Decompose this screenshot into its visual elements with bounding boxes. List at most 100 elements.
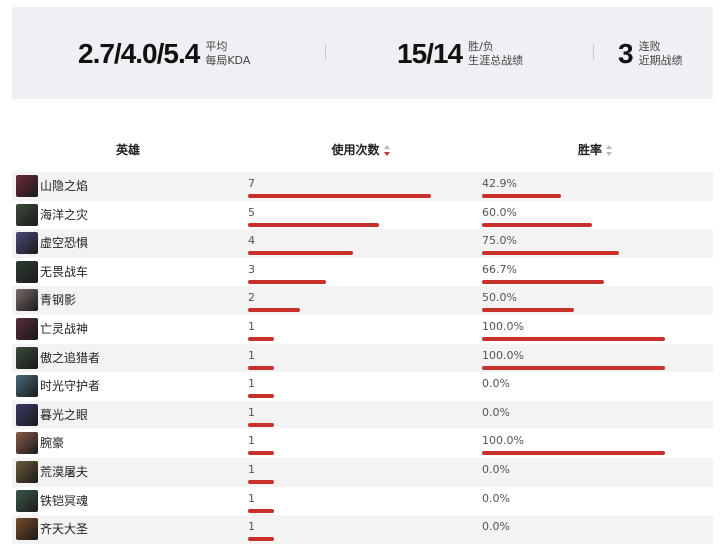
streak-label: 连败 近期战绩 — [639, 40, 683, 68]
hero-avatar-icon — [16, 203, 38, 226]
header-uses[interactable]: 使用次数 — [244, 132, 478, 168]
hero-avatar-icon — [16, 317, 38, 340]
hero-avatar-icon — [16, 260, 38, 283]
streak-label-line2: 近期战绩 — [638, 54, 683, 67]
win-rate-value: 0.0% — [482, 405, 510, 419]
uses-value: 1 — [248, 377, 255, 391]
hero-avatar-icon — [16, 460, 38, 483]
uses-value: 1 — [248, 434, 255, 448]
win-rate-bar — [482, 451, 665, 456]
win-rate-bar — [482, 279, 604, 284]
uses-bar — [248, 508, 274, 513]
win-rate-value: 50.0% — [482, 291, 517, 305]
win-rate-bar — [482, 222, 592, 227]
uses-value: 1 — [248, 491, 255, 505]
win-rate-value: 100.0% — [482, 434, 524, 448]
win-rate-value: 0.0% — [482, 491, 510, 505]
uses-value: 3 — [248, 262, 255, 276]
hero-name: 虚空恐惧 — [40, 236, 89, 251]
win-rate-value: 0.0% — [482, 462, 510, 476]
stats-summary: 2.7/4.0/5.4 平均 每局KDA 15/14 胜/负 生涯总战绩 3 连… — [12, 7, 713, 99]
sort-icon[interactable] — [383, 145, 391, 156]
win-rate-value: 66.7% — [482, 262, 517, 276]
sort-icon[interactable] — [606, 145, 613, 156]
hero-table: 山隐之焰 7 42.9% 海洋之灾 5 60.0% 虚空恐惧 4 75.0% 无畏战车 3 66.7%… — [12, 172, 713, 544]
table-row[interactable]: 傲之追猎者 1 100.0% — [12, 343, 713, 373]
divider — [325, 44, 326, 60]
header-hero: 英雄 — [115, 143, 140, 157]
uses-bar — [248, 308, 300, 313]
uses-bar — [248, 394, 274, 399]
hero-name: 腕豪 — [40, 436, 65, 451]
uses-bar — [248, 365, 274, 370]
table-row[interactable]: 青钢影 2 50.0% — [12, 286, 713, 315]
header-win-rate-label: 胜率 — [577, 143, 602, 157]
win-loss-value: 15/14 — [397, 38, 463, 69]
hero-avatar-icon — [16, 232, 38, 255]
uses-bar — [248, 222, 379, 227]
uses-bar — [248, 251, 353, 256]
uses-value: 1 — [248, 405, 255, 419]
hero-name: 海洋之灾 — [40, 207, 89, 222]
hero-name: 无畏战车 — [40, 264, 89, 279]
win-rate-bar — [482, 365, 665, 370]
uses-value: 7 — [248, 177, 255, 190]
win-rate-value: 100.0% — [482, 319, 524, 333]
kda-label-line1: 平均 — [205, 40, 228, 53]
kda-label: 平均 每局KDA — [205, 40, 250, 68]
table-row[interactable]: 时光守护者 1 0.0% — [12, 372, 713, 401]
win-loss-stat: 15/14 胜/负 生涯总战绩 — [397, 37, 523, 71]
hero-name: 暮光之眼 — [40, 407, 89, 422]
table-row[interactable]: 腕豪 1 100.0% — [12, 429, 713, 458]
hero-avatar-icon — [16, 518, 38, 541]
uses-value: 1 — [248, 319, 255, 333]
table-row[interactable]: 荒漠屠夫 1 0.0% — [12, 457, 713, 487]
hero-name: 时光守护者 — [40, 379, 101, 394]
uses-bar — [248, 479, 274, 484]
win-rate-value: 42.9% — [482, 177, 517, 190]
hero-avatar-icon — [16, 346, 38, 369]
uses-bar — [248, 451, 274, 456]
table-row[interactable]: 山隐之焰 7 42.9% — [12, 172, 713, 201]
win-rate-value: 100.0% — [482, 348, 524, 362]
uses-bar — [248, 279, 326, 284]
table-row[interactable]: 虚空恐惧 4 75.0% — [12, 229, 713, 258]
table-row[interactable]: 暮光之眼 1 0.0% — [12, 400, 713, 430]
table-row[interactable]: 齐天大圣 1 0.0% — [12, 515, 713, 544]
win-rate-bar — [482, 251, 619, 256]
table-row[interactable]: 亡灵战神 1 100.0% — [12, 315, 713, 344]
hero-name: 亡灵战神 — [40, 321, 89, 336]
win-rate-bar — [482, 308, 574, 313]
header-win-rate[interactable]: 胜率 — [478, 132, 713, 168]
uses-bar — [248, 194, 431, 198]
uses-value: 1 — [248, 462, 255, 476]
win-rate-value: 0.0% — [482, 520, 510, 534]
win-rate-value: 75.0% — [482, 234, 517, 248]
hero-avatar-icon — [16, 375, 38, 398]
hero-name: 山隐之焰 — [40, 179, 89, 193]
win-loss-label: 胜/负 生涯总战绩 — [468, 40, 523, 68]
streak-label-line1: 连败 — [638, 40, 661, 53]
table-row[interactable]: 铁铠冥魂 1 0.0% — [12, 487, 713, 516]
hero-name: 傲之追猎者 — [40, 350, 101, 365]
hero-name: 铁铠冥魂 — [40, 493, 89, 508]
header-uses-label: 使用次数 — [331, 143, 380, 157]
kda-value: 2.7/4.0/5.4 — [78, 38, 200, 69]
table-row[interactable]: 无畏战车 3 66.7% — [12, 258, 713, 287]
streak-value: 3 — [618, 38, 634, 69]
uses-value: 5 — [248, 205, 255, 219]
uses-value: 4 — [248, 234, 255, 248]
hero-avatar-icon — [16, 403, 38, 426]
table-row[interactable]: 海洋之灾 5 60.0% — [12, 201, 713, 230]
divider — [593, 44, 594, 60]
win-rate-bar — [482, 336, 665, 341]
uses-bar — [248, 336, 274, 341]
hero-name: 青钢影 — [40, 293, 77, 308]
win-rate-value: 0.0% — [482, 377, 510, 391]
streak-stat: 3 连败 近期战绩 — [618, 37, 683, 71]
table-header: 英雄 使用次数 胜率 — [12, 132, 713, 168]
hero-name: 齐天大圣 — [40, 522, 89, 537]
win-loss-label-line1: 胜/负 — [468, 40, 494, 53]
hero-avatar-icon — [16, 432, 38, 455]
win-rate-bar — [482, 194, 561, 198]
